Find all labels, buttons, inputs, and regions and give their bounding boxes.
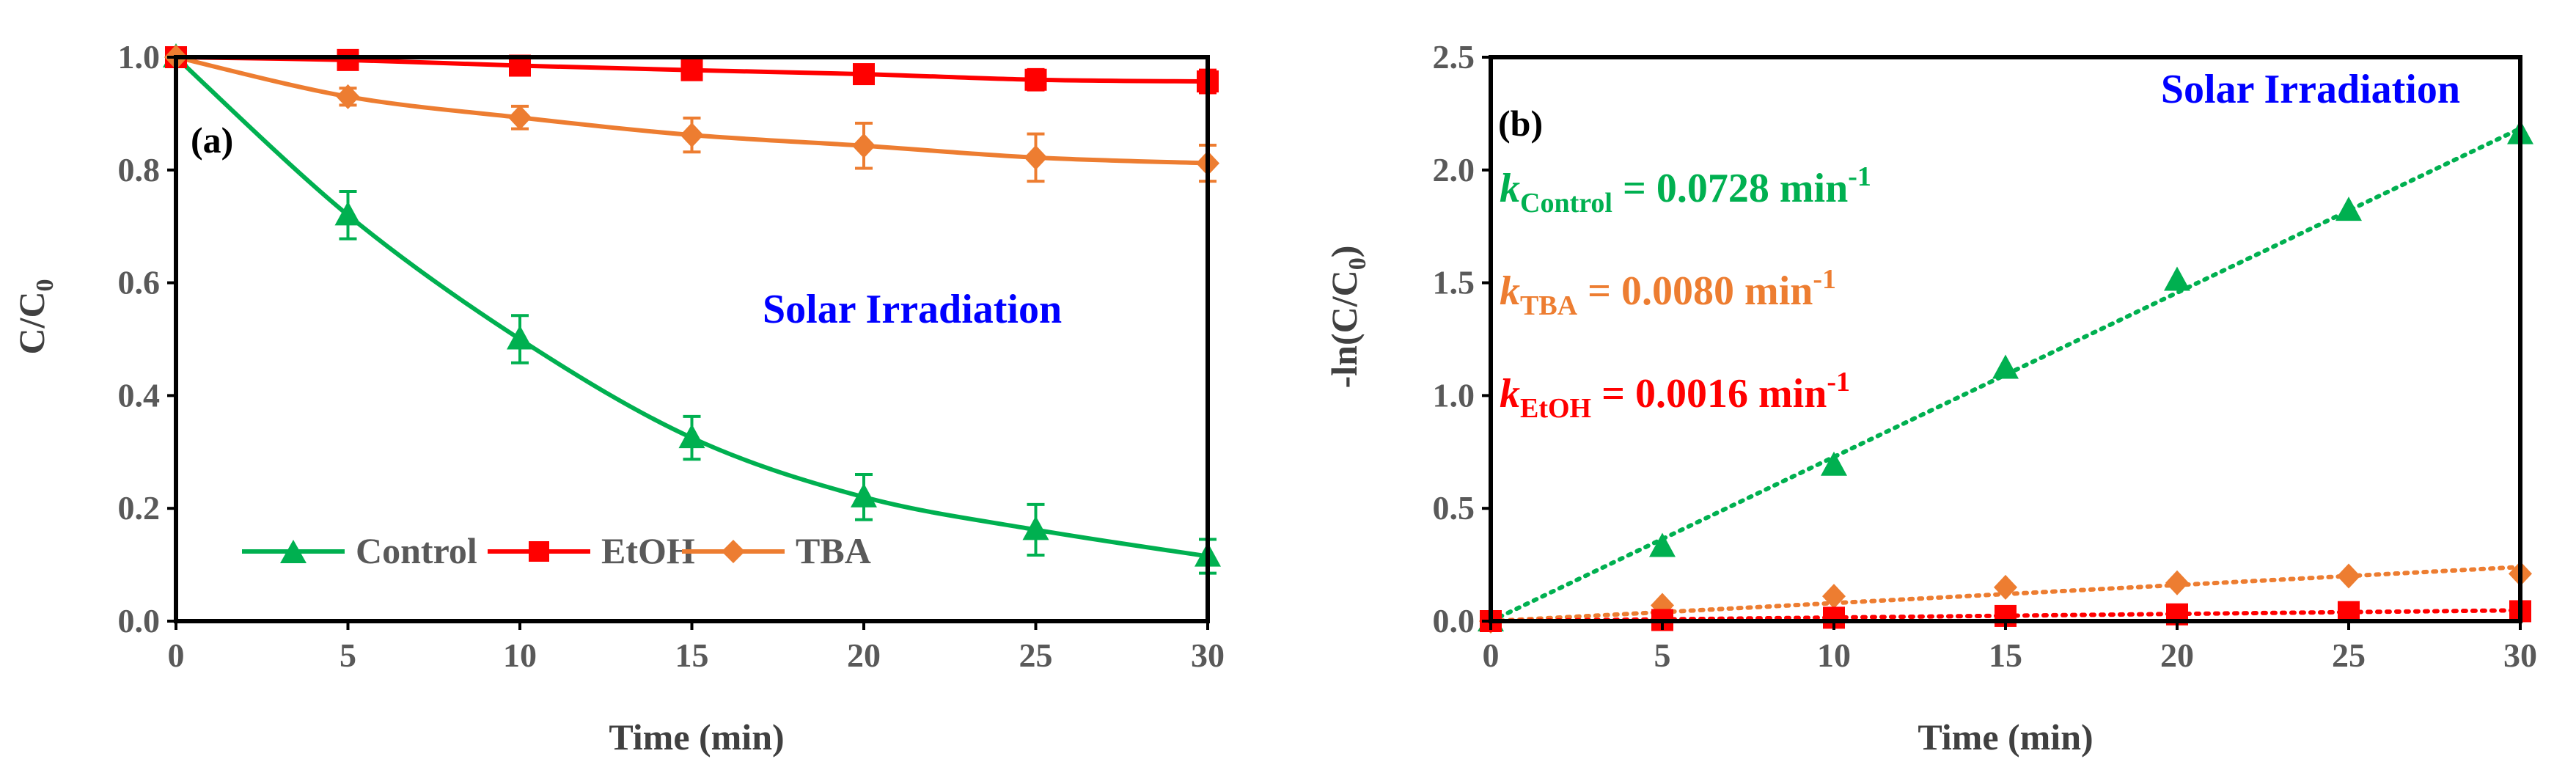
panel-b-y-tick-label: 0.5 [1433, 489, 1475, 527]
panel-b-y-tick-label: 1.5 [1433, 264, 1475, 301]
panel-b-y-tick-label: 2.5 [1433, 38, 1475, 76]
panel-a-ylabel-main: C/C [11, 291, 52, 354]
panel-b-point-tba [2337, 563, 2360, 589]
panel-a-legend: Control EtOH TBA [242, 530, 871, 571]
panel-a-annotation: Solar Irradiation [763, 287, 1062, 332]
panel-b-y-tick-label: 1.0 [1433, 376, 1475, 414]
legend-item-etoh: EtOH [488, 530, 695, 571]
panel-b-point-control [2335, 197, 2362, 221]
panel-b-point-control [1649, 532, 1676, 557]
panel-b-ylabel-tail: ) [1324, 246, 1365, 258]
panel-b-point-control [1821, 451, 1847, 476]
panel-a-point-etoh [853, 63, 875, 86]
panel-a-x-tick-label: 30 [1191, 637, 1225, 674]
svg-text:TBA: TBA [796, 530, 871, 571]
panel-a-point-control [1022, 516, 1049, 540]
panel-a-chart: 0.0 0.2 0.4 0.6 0.8 1.0 0 5 10 15 20 25 30 (a) Solar… [11, 38, 1225, 758]
panel-a-y-tick-label: 0.6 [118, 264, 161, 301]
panel-a-point-etoh [337, 48, 359, 71]
panel-a-point-control [507, 325, 533, 350]
panel-a-point-etoh [1024, 68, 1047, 91]
svg-text:C/C0: C/C0 [11, 279, 59, 354]
panel-b-point-tba [1994, 574, 2017, 600]
panel-a-x-tick-label: 25 [1019, 637, 1053, 674]
panel-a-point-tba [508, 105, 532, 131]
panel-a-point-tba [1024, 144, 1048, 170]
panel-a-y-tick-label: 0.0 [118, 602, 161, 639]
legend-etoh-marker [529, 541, 549, 562]
panel-a-ylabel-sub: 0 [32, 279, 59, 291]
panel-a-y-axis-title: C/C0 [11, 279, 59, 354]
panel-a-point-tba [852, 133, 876, 158]
svg-text:-ln(C/C0): -ln(C/C0) [1324, 246, 1371, 389]
panel-a-markers [163, 43, 1221, 575]
legend-tba-marker [722, 540, 745, 563]
rate-label-control: kControl = 0.0728 min-1 [1500, 161, 1871, 219]
panel-a-y-tick-label: 0.4 [118, 376, 161, 414]
panel-b-x-axis-title: Time (min) [1918, 716, 2093, 758]
rate-label-etoh: kEtOH = 0.0016 min-1 [1500, 367, 1850, 424]
panel-b-label: (b) [1498, 103, 1543, 144]
panel-b-ylabel-sub: 0 [1344, 257, 1371, 270]
panel-b-x-tick-label: 5 [1654, 637, 1671, 674]
rate-label-tba: kTBA = 0.0080 min-1 [1500, 264, 1836, 321]
panel-b-tick-labels: 0.0 0.5 1.0 1.5 2.0 2.5 0 5 10 15 20 25 30 [1433, 38, 2538, 674]
panel-b-ylabel-main: -ln(C/C [1324, 270, 1365, 388]
panel-a-x-axis-title: Time (min) [609, 716, 784, 758]
panel-a-point-control [678, 424, 705, 449]
legend-item-control: Control [242, 530, 477, 571]
panel-b-chart: 0.0 0.5 1.0 1.5 2.0 2.5 0 5 10 15 20 25 30 (b) Solar… [1324, 38, 2537, 758]
panel-a-y-tick-label: 1.0 [118, 38, 161, 76]
panel-b-point-control [1992, 354, 2019, 379]
panel-b-x-tick-label: 25 [2332, 637, 2366, 674]
panel-a-point-etoh [680, 59, 703, 81]
panel-a-x-tick-label: 5 [340, 637, 356, 674]
panel-b-point-tba [1822, 584, 1846, 609]
panel-a-x-tick-label: 0 [168, 637, 185, 674]
panel-b-plot-frame [1489, 55, 2522, 623]
panel-a-x-tick-label: 10 [503, 637, 537, 674]
panel-a-x-tick-label: 15 [675, 637, 709, 674]
panel-b-annotation: Solar Irradiation [2161, 67, 2460, 112]
panel-a-tick-labels: 0.0 0.2 0.4 0.6 0.8 1.0 0 5 10 15 20 25 30 [118, 38, 1225, 674]
panel-b-y-tick-label: 0.0 [1433, 602, 1475, 639]
panel-a-y-tick-label: 0.8 [118, 151, 161, 188]
panel-a-x-tick-label: 20 [847, 637, 881, 674]
panel-b-point-control [2164, 266, 2190, 291]
panel-b-y-tick-label: 2.0 [1433, 151, 1475, 188]
legend-control-marker [280, 540, 307, 563]
panel-b-y-axis-title: -ln(C/C0) [1324, 246, 1371, 389]
panel-b-x-tick-label: 0 [1483, 637, 1500, 674]
panel-a-y-tick-label: 0.2 [118, 489, 161, 527]
panel-a-point-tba [680, 122, 704, 148]
panel-a-point-tba [336, 84, 360, 109]
svg-text:Control: Control [356, 530, 477, 571]
panel-a-point-control [851, 483, 877, 507]
panel-b-x-tick-label: 10 [1817, 637, 1851, 674]
legend-item-tba: TBA [682, 530, 871, 571]
panel-a-point-control [334, 201, 362, 226]
panel-a-label: (a) [191, 120, 233, 161]
panel-b-x-tick-label: 15 [1989, 637, 2022, 674]
svg-text:EtOH: EtOH [601, 530, 695, 571]
panel-b-point-tba [2165, 570, 2189, 595]
panel-b-x-tick-label: 30 [2503, 637, 2537, 674]
panel-b-x-tick-label: 20 [2160, 637, 2194, 674]
